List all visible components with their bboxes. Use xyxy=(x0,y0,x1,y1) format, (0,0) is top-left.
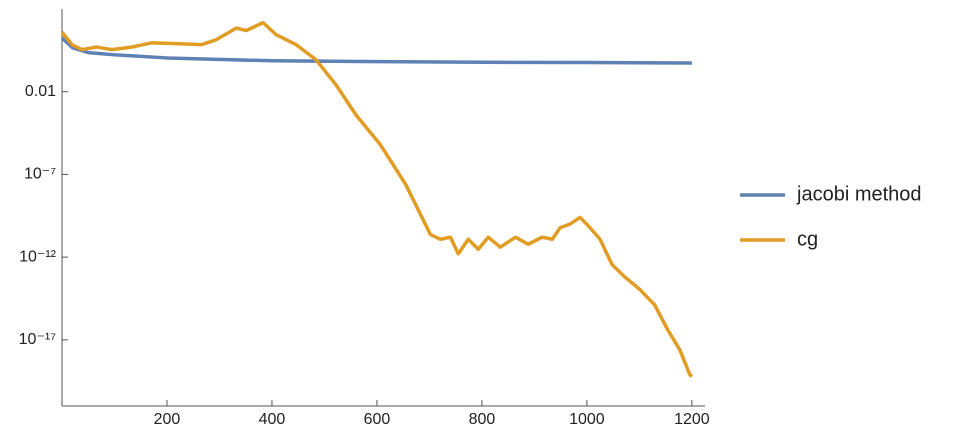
y-tick-label: 0.01 xyxy=(25,83,56,100)
x-tick-label: 200 xyxy=(154,411,181,428)
x-tick-label: 1200 xyxy=(674,411,710,428)
y-tick-label: 10⁻⁷ xyxy=(24,166,56,183)
y-tick-label: 10⁻¹⁷ xyxy=(19,331,57,348)
x-tick-label: 800 xyxy=(469,411,496,428)
legend-label: cg xyxy=(797,228,818,250)
x-tick-label: 400 xyxy=(259,411,286,428)
legend-label: jacobi method xyxy=(796,183,922,205)
x-tick-label: 600 xyxy=(364,411,391,428)
series-line xyxy=(60,20,694,378)
y-tick-label: 10⁻¹² xyxy=(19,248,57,265)
x-tick-label: 1000 xyxy=(569,411,605,428)
